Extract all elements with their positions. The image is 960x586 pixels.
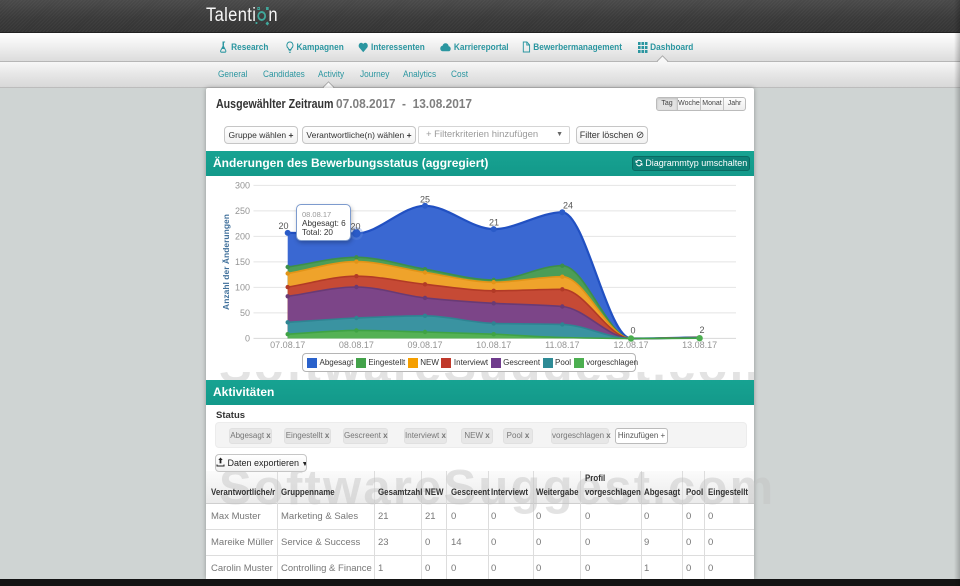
svg-text:250: 250 [235, 206, 250, 216]
svg-text:0: 0 [245, 333, 250, 343]
svg-text:09.08.17: 09.08.17 [407, 340, 442, 350]
svg-text:50: 50 [240, 308, 250, 318]
svg-text:25: 25 [420, 195, 430, 205]
svg-text:Anzahl der Änderungen: Anzahl der Änderungen [221, 214, 231, 310]
svg-text:20: 20 [278, 221, 288, 231]
svg-text:200: 200 [235, 231, 250, 241]
svg-text:0: 0 [630, 326, 635, 336]
svg-text:11.08.17: 11.08.17 [545, 340, 579, 350]
svg-text:13.08.17: 13.08.17 [682, 340, 717, 350]
svg-text:24: 24 [563, 201, 573, 211]
svg-text:07.08.17: 07.08.17 [270, 340, 305, 350]
svg-text:100: 100 [235, 282, 250, 292]
svg-text:12.08.17: 12.08.17 [613, 340, 648, 350]
svg-text:2: 2 [699, 325, 704, 335]
svg-text:20: 20 [350, 222, 360, 232]
svg-text:150: 150 [235, 257, 250, 267]
svg-text:10.08.17: 10.08.17 [476, 340, 511, 350]
svg-text:08.08.17: 08.08.17 [339, 340, 374, 350]
svg-text:21: 21 [489, 218, 499, 228]
svg-text:300: 300 [235, 180, 250, 190]
